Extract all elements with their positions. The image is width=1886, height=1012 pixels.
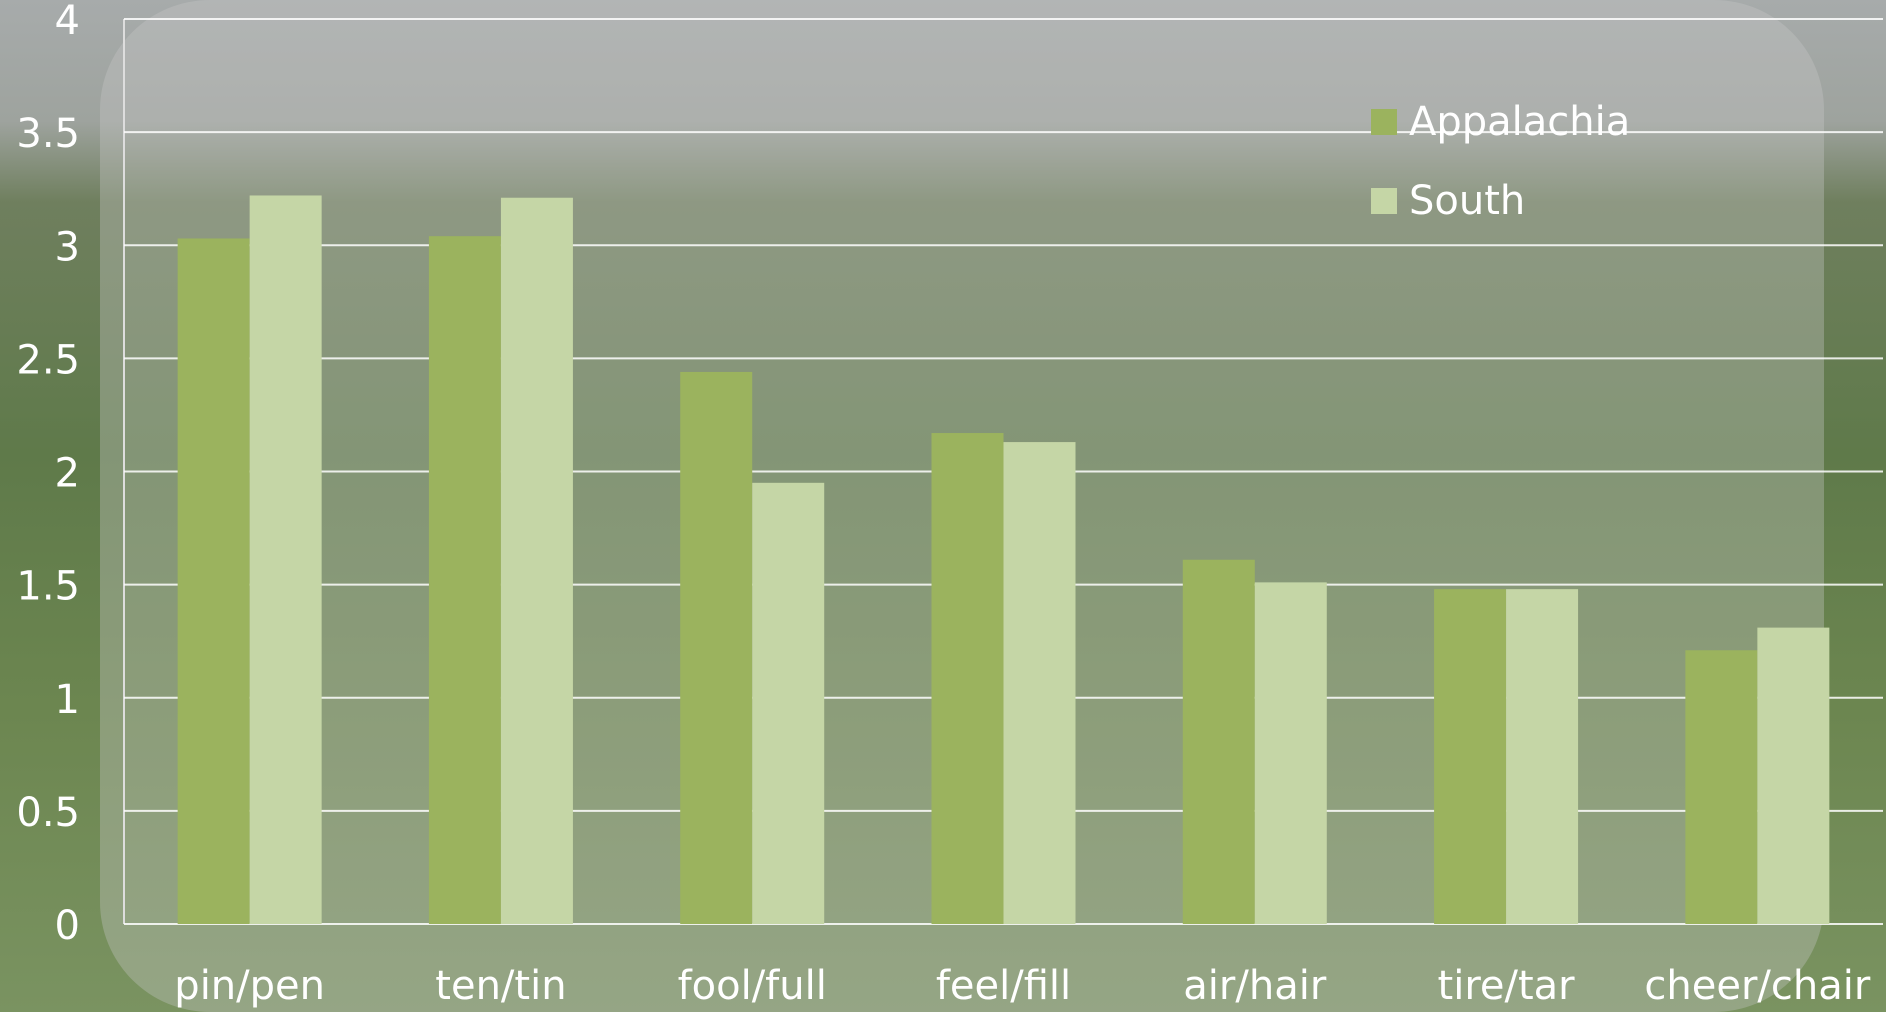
y-tick-label: 1	[55, 677, 80, 723]
x-tick-label: tire/tar	[1438, 963, 1576, 1009]
bar	[500, 197, 573, 925]
y-tick-label: 2	[55, 451, 80, 497]
bar	[249, 195, 322, 925]
bar	[680, 371, 753, 924]
legend-label: South	[1409, 178, 1525, 224]
bar	[177, 238, 250, 924]
x-tick-label: fool/full	[678, 963, 827, 1009]
bar	[1506, 589, 1579, 924]
legend-label: Appalachia	[1409, 99, 1630, 145]
x-tick-label: pin/pen	[174, 963, 325, 1009]
y-tick-label: 0	[55, 903, 80, 949]
x-tick-label: cheer/chair	[1644, 963, 1870, 1009]
x-tick-label: feel/fill	[936, 963, 1071, 1009]
bar	[1182, 559, 1255, 924]
x-tick-label: air/hair	[1183, 963, 1327, 1009]
y-tick-label: 4	[55, 0, 80, 44]
bar	[1254, 582, 1327, 924]
legend-swatch	[1371, 188, 1397, 214]
legend-swatch	[1371, 109, 1397, 135]
bar	[931, 433, 1004, 924]
bar	[1434, 589, 1507, 924]
y-tick-label: 2.5	[16, 337, 80, 383]
y-tick-label: 0.5	[16, 790, 80, 836]
y-tick-label: 3.5	[16, 111, 80, 157]
bar	[752, 482, 825, 924]
bar	[1003, 442, 1076, 924]
x-tick-label: ten/tin	[435, 963, 566, 1009]
bar	[1685, 650, 1758, 924]
y-tick-label: 3	[55, 224, 80, 270]
y-tick-label: 1.5	[16, 564, 80, 610]
bar	[1757, 627, 1830, 924]
bar	[428, 236, 501, 924]
